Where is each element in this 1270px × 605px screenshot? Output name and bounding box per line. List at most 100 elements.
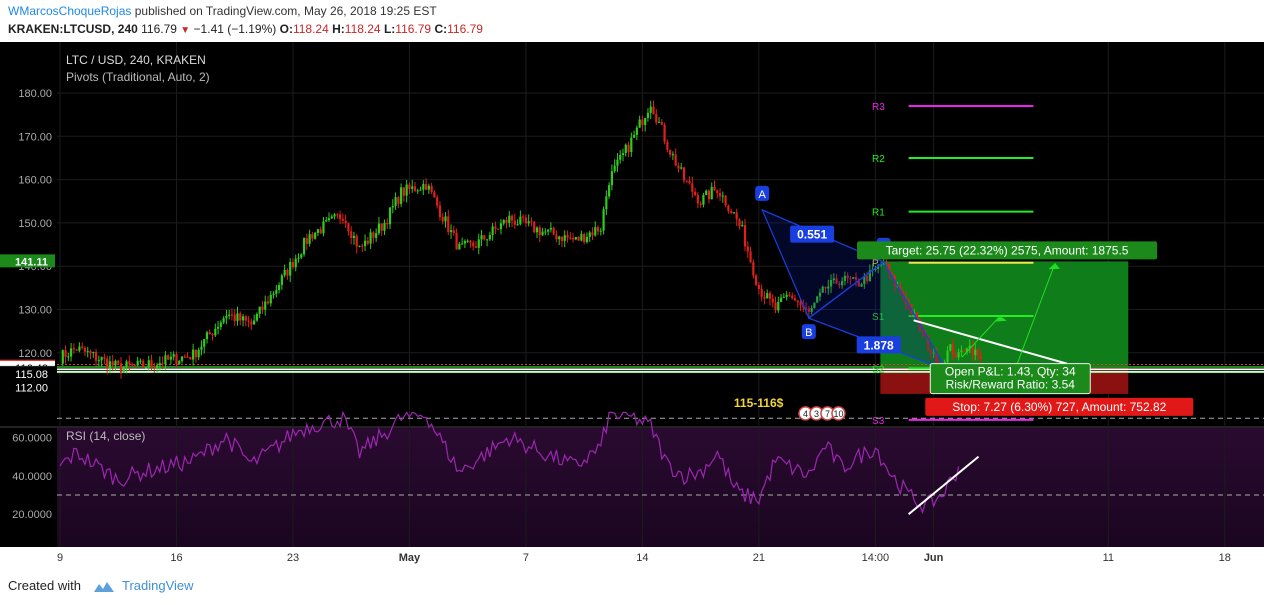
candle-body [619,155,622,160]
candle-body [413,186,417,191]
rsi-line [59,410,960,515]
candle-body [247,320,250,322]
pnl-box [929,363,1091,395]
candle-body [696,195,699,204]
candle-body [782,296,785,298]
candle-body [219,322,222,327]
candle-body [671,154,675,156]
candle-body [466,240,469,242]
candle-body [699,203,702,205]
candle-body [555,234,558,240]
candle-body [341,218,344,221]
candle-body [660,121,663,125]
candle-body [946,350,949,363]
candle-body [72,348,75,350]
candle-body [927,335,930,350]
candle-body [533,221,536,233]
candle-body [216,326,220,329]
candle-body [94,351,98,361]
candle-body [241,316,245,321]
last-price: 116.79 [141,22,177,36]
stop-label: Stop: 7.27 (6.30%) 727, Amount: 752.82 [925,397,1194,416]
pattern-point-a: A [755,185,770,201]
candle-body [469,240,472,243]
candle-body [644,117,647,125]
candle-body [571,237,575,240]
candle-body [968,345,971,349]
event-badge-0[interactable]: 4 [798,406,813,421]
candle-body [164,355,167,365]
candle-body [405,184,408,196]
candle-body [885,262,888,264]
pattern-point-badge [801,324,816,340]
candle-body [363,240,367,247]
high-value: 118.24 [344,22,381,36]
candle-body [760,288,763,297]
candle-body [824,286,827,289]
candle-body [563,235,566,241]
candle-body [569,237,572,239]
candle-body [86,351,89,353]
candle-body [325,220,328,222]
candle-body [388,207,392,225]
candle-body [339,214,342,219]
candle-body [796,300,799,303]
candle-body [142,360,145,368]
tradingview-link[interactable]: TradingView [122,578,194,593]
candle-body [302,238,306,255]
candle-body [286,269,289,276]
candle-body [81,346,84,348]
arrow-head-1 [995,315,1007,322]
candle-body [976,349,980,357]
candle-body [963,350,966,352]
candle-body [203,339,206,347]
candle-body [965,348,969,352]
pattern-point-b: B [801,324,816,340]
candle-body [771,298,774,303]
candle-body [838,283,841,286]
candle-body [949,344,952,351]
candle-body [150,360,153,367]
candle-body [549,227,552,230]
candle-body [463,241,467,244]
candle-body [158,363,161,366]
candle-body [979,356,982,359]
candle-body [136,360,139,366]
author-link[interactable]: WMarcosChoqueRojas [8,4,132,18]
pnl-text: Open P&L: 1.43, Qty: 34 [945,365,1076,379]
candle-body [211,334,214,336]
candle-body [250,321,253,325]
candle-body [61,350,64,364]
candle-body [890,272,894,276]
candle-body [793,298,797,301]
rr-text: Risk/Reward Ratio: 3.54 [946,378,1076,392]
candle-body [813,302,816,308]
event-badge-3[interactable]: 10 [831,406,846,421]
candle-body [943,362,946,364]
candle-body [843,275,847,281]
close-value: 116.79 [447,22,483,36]
rsi-tick-label: 20.0000 [12,509,52,521]
candle-body [691,183,694,192]
candle-body [64,350,67,357]
candle-body [294,258,297,268]
candle-body [427,185,430,190]
pattern-point-label: A [759,189,767,201]
candle-body [289,262,292,276]
candle-body [757,284,760,289]
candle-body [125,361,128,367]
candle-body [768,293,772,299]
candle-body [588,232,591,238]
event-badge-2[interactable]: 7 [820,406,835,421]
candle-body [424,184,428,190]
candle-body [935,352,938,364]
candle-body [361,245,364,247]
candle-body [244,316,247,321]
candle-body [402,187,405,196]
candle-body [574,236,577,240]
candle-body [411,186,414,189]
candle-body [386,223,389,225]
candle-body [477,239,480,248]
